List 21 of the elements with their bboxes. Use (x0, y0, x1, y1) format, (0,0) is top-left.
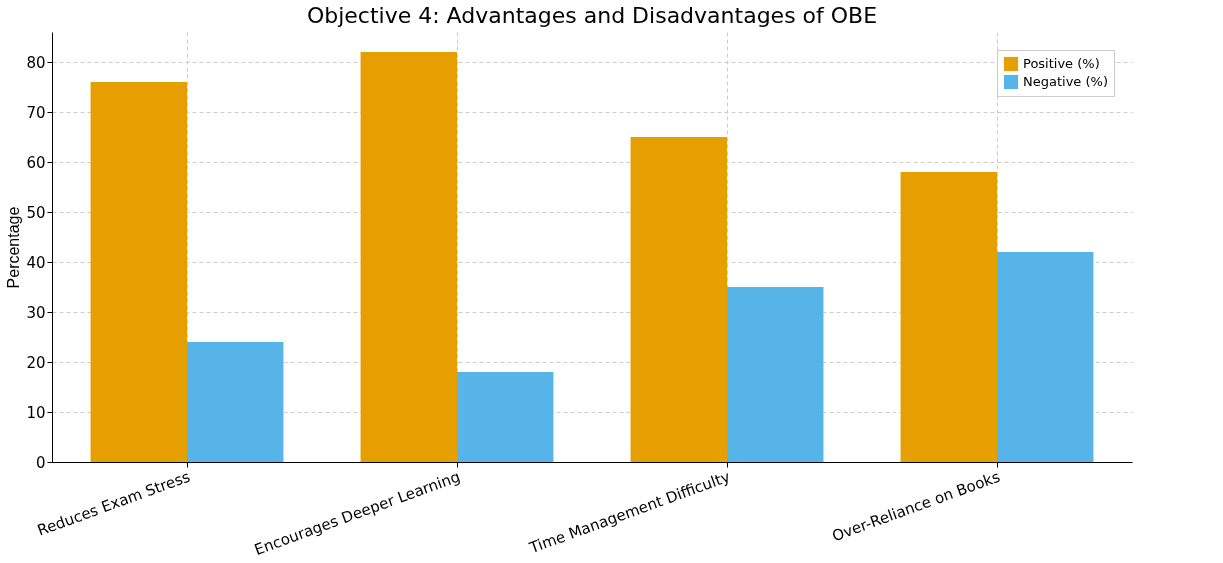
bar (727, 287, 824, 462)
bar (187, 342, 284, 462)
y-tick-label: 30 (26, 303, 46, 322)
y-axis-title: Percentage (5, 206, 23, 289)
y-tick-label: 10 (26, 403, 46, 422)
y-tick-label: 50 (26, 203, 46, 222)
bar (900, 172, 997, 462)
bar (997, 252, 1094, 462)
y-tick-label: 70 (26, 103, 46, 122)
bar (457, 372, 554, 462)
chart-title: Objective 4: Advantages and Disadvantages of OBE (306, 3, 878, 28)
legend-label: Positive (%) (1023, 56, 1100, 71)
y-tick-label: 20 (26, 353, 46, 372)
y-tick-label: 0 (35, 453, 46, 472)
bar (360, 52, 457, 462)
y-tick-label: 60 (26, 153, 46, 172)
y-tick-label: 80 (26, 53, 46, 72)
bar (90, 82, 187, 462)
y-tick-label: 40 (26, 253, 46, 272)
legend-label: Negative (%) (1023, 74, 1108, 89)
bar (630, 137, 727, 462)
